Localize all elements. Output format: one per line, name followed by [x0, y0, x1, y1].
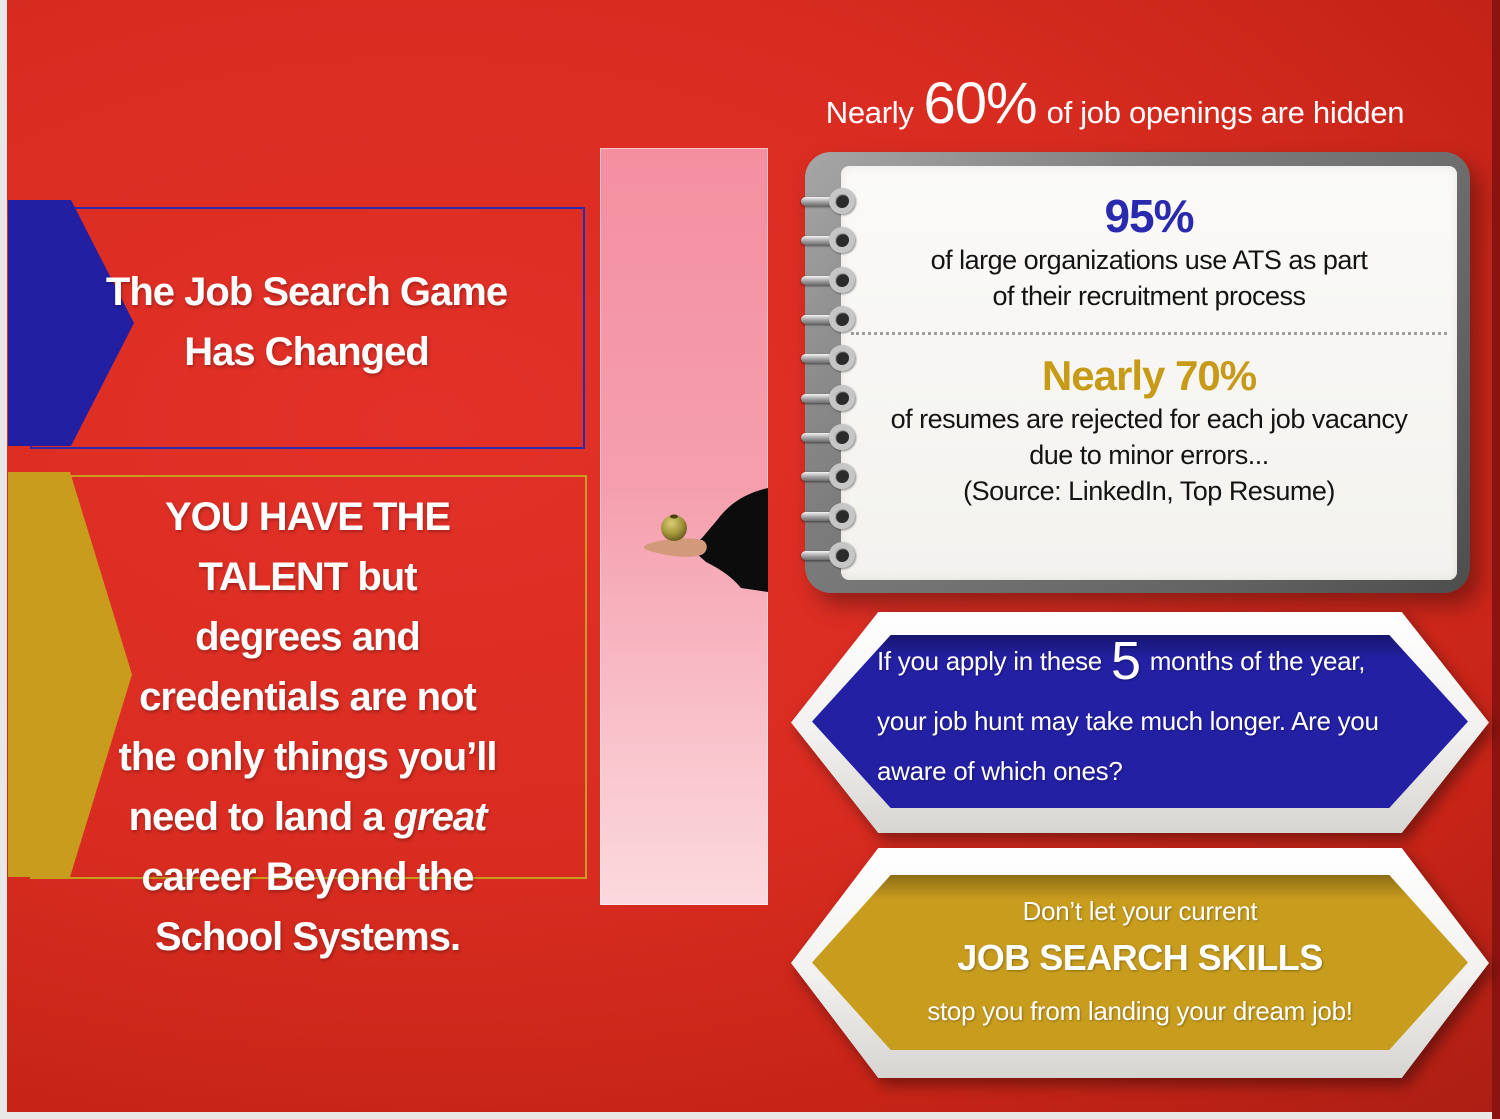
apple-stem-graphic — [670, 514, 678, 519]
blue-banner-line2: Has Changed — [184, 330, 430, 374]
ring-loop — [829, 463, 855, 489]
stat-95-desc1: of large organizations use ATS as part — [930, 245, 1368, 275]
ring-bar — [801, 551, 837, 560]
blue-banner-line1: The Job Search Game — [105, 270, 508, 314]
ring-loop — [829, 345, 855, 371]
ring-bar — [801, 512, 837, 521]
ring-bar — [801, 472, 837, 481]
ring-bar — [801, 236, 837, 245]
ring-bar — [801, 197, 837, 206]
ring-bar — [801, 433, 837, 442]
gold-banner-great-pre: need to land a — [128, 795, 394, 839]
gold-banner-text: YOU HAVE THE TALENT but degrees and cred… — [30, 487, 585, 967]
gold-banner-line: YOU HAVE THE — [164, 495, 451, 539]
headline-prefix: Nearly — [825, 95, 914, 130]
dotted-divider — [851, 332, 1447, 335]
gold-banner-line: School Systems. — [154, 915, 461, 959]
pink-photo-strip — [600, 148, 768, 905]
arm-sleeve-graphic — [694, 488, 768, 592]
blue-callout-line3: aware of which ones? — [877, 756, 1123, 786]
hand-graphic — [644, 538, 707, 557]
headline: Nearly 60% of job openings are hidden — [770, 70, 1460, 137]
gold-banner-great-word: great — [393, 795, 488, 839]
ring-loop — [829, 424, 855, 450]
headline-stat: 60% — [923, 71, 1038, 136]
blue-callout-stat: 5 — [1110, 631, 1141, 691]
ring-bar — [801, 354, 837, 363]
ring-loop — [829, 227, 855, 253]
slide-edge-bottom — [0, 1112, 1500, 1119]
blue-callout-post: months of the year, — [1149, 646, 1366, 676]
blue-callout-pre: If you apply in these — [877, 646, 1102, 676]
source-note: (Source: LinkedIn, Top Resume) — [963, 476, 1335, 506]
gold-callout-line2: JOB SEARCH SKILLS — [957, 937, 1323, 978]
ring-loop — [829, 503, 855, 529]
stat-95-desc2: of their recruitment process — [992, 281, 1306, 311]
spiral-ring-icon — [801, 463, 861, 489]
spiral-ring-icon — [801, 385, 861, 411]
blue-callout-line2: your job hunt may take much longer. Are … — [877, 706, 1379, 736]
gold-callout-text: Don’t let your current JOB SEARCH SKILLS… — [831, 892, 1449, 1036]
headline-suffix: of job openings are hidden — [1046, 95, 1405, 130]
spiral-ring-icon — [801, 542, 861, 568]
spiral-ring-icon — [801, 345, 861, 371]
gold-callout-fill — [812, 875, 1468, 1050]
spiral-ring-icon — [801, 306, 861, 332]
gold-callout-line3: stop you from landing your dream job! — [927, 996, 1353, 1026]
gold-banner-line: TALENT but — [198, 555, 417, 599]
blue-callout-fill — [812, 635, 1468, 808]
stat-95: 95% — [1104, 190, 1194, 242]
gold-banner-line: credentials are not — [139, 675, 477, 719]
hand-apple-illustration — [644, 488, 768, 592]
slide-edge-left — [0, 0, 7, 1119]
gold-banner-line: degrees and — [195, 615, 421, 659]
apple-graphic — [661, 515, 687, 541]
spiral-ring-icon — [801, 188, 861, 214]
ring-bar — [801, 276, 837, 285]
ring-bar — [801, 394, 837, 403]
blue-banner-title: The Job Search Game Has Changed — [30, 262, 583, 382]
notebook-page: 95% of large organizations use ATS as pa… — [841, 166, 1457, 580]
stat-70-desc1: of resumes are rejected for each job vac… — [890, 404, 1408, 434]
ring-loop — [829, 267, 855, 293]
blue-callout-text: If you apply in these 5 months of the year… — [877, 626, 1429, 796]
gold-banner-line: need to land a great — [30, 787, 585, 847]
ring-loop — [829, 188, 855, 214]
ring-loop — [829, 385, 855, 411]
gold-banner-line: career Beyond the — [141, 855, 474, 899]
ring-loop — [829, 306, 855, 332]
stat-70-desc2: due to minor errors... — [1029, 440, 1269, 470]
gold-banner-line: the only things you’ll — [118, 735, 498, 779]
blue-callout-line1: If you apply in these 5 months of the year… — [877, 626, 1429, 696]
spiral-binding — [801, 188, 865, 568]
spiral-ring-icon — [801, 227, 861, 253]
spiral-ring-icon — [801, 503, 861, 529]
ring-bar — [801, 315, 837, 324]
gold-callout-line1: Don’t let your current — [1022, 896, 1258, 926]
slide-edge-right — [1492, 0, 1500, 1119]
notebook-panel: 95% of large organizations use ATS as pa… — [801, 152, 1470, 593]
ring-loop — [829, 542, 855, 568]
blue-callout: If you apply in these 5 months of the year… — [791, 612, 1489, 833]
spiral-ring-icon — [801, 424, 861, 450]
spiral-ring-icon — [801, 267, 861, 293]
gold-callout: Don’t let your current JOB SEARCH SKILLS… — [791, 848, 1489, 1078]
stat-70: Nearly 70% — [1041, 352, 1257, 399]
